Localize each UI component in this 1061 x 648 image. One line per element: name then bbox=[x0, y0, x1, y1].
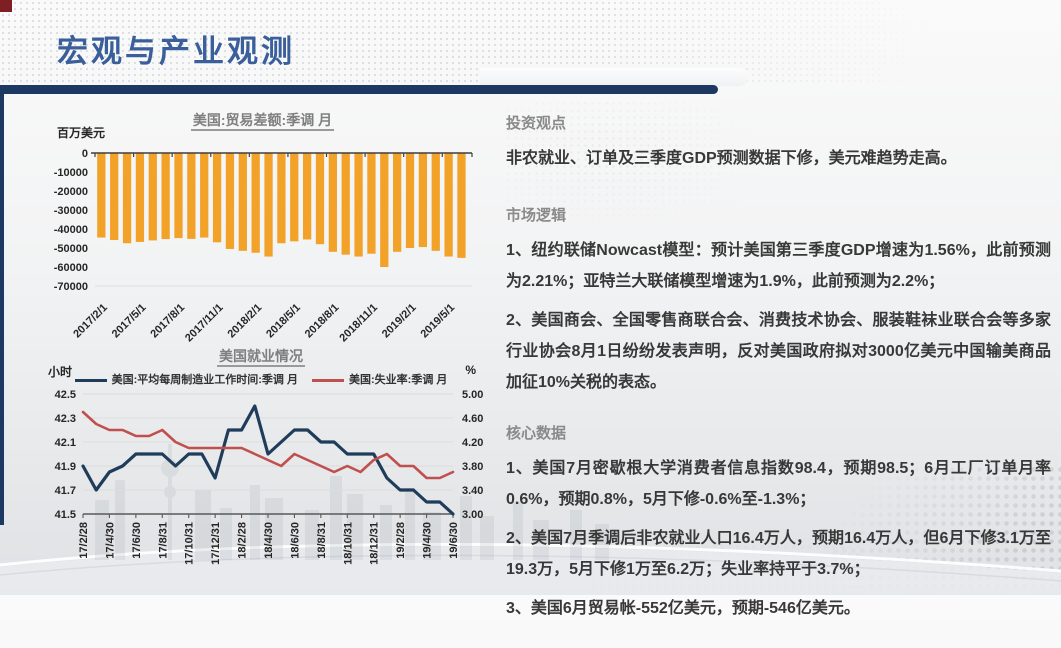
svg-text:2019/5/1: 2019/5/1 bbox=[418, 302, 457, 341]
header-divider-bar bbox=[0, 85, 718, 94]
svg-text:3.80: 3.80 bbox=[462, 461, 483, 473]
svg-text:17/12/31: 17/12/31 bbox=[210, 522, 222, 565]
employment-chart: 美国就业情况 小时 % 美国:平均每周制造业工作时间:季调 月 美国:失业率:季… bbox=[38, 346, 484, 582]
core-data-item-3: 3、美国6月贸易帐-552亿美元，预期-546亿美元。 bbox=[506, 600, 860, 617]
market-logic-item-1: 1、纽约联储Nowcast模型：预计美国第三季度GDP增速为1.56%，此前预测… bbox=[506, 242, 1051, 290]
svg-text:17/10/31: 17/10/31 bbox=[184, 522, 196, 565]
svg-text:41.5: 41.5 bbox=[55, 509, 76, 521]
svg-text:2019/2/1: 2019/2/1 bbox=[380, 302, 419, 341]
svg-text:42.5: 42.5 bbox=[55, 389, 76, 401]
market-logic-item-2: 2、美国商会、全国零售商联合会、消费技术协会、服装鞋袜业联合会等多家行业协会8月… bbox=[506, 312, 1051, 391]
svg-text:2017/2/1: 2017/2/1 bbox=[71, 302, 110, 341]
investment-view-text: 非农就业、订单及三季度GDP预测数据下修，美元难趋势走高。 bbox=[506, 150, 957, 167]
svg-text:42.1: 42.1 bbox=[55, 437, 76, 449]
svg-text:17/6/30: 17/6/30 bbox=[131, 522, 143, 559]
hours-line-swatch bbox=[74, 378, 107, 382]
svg-text:3.40: 3.40 bbox=[462, 485, 483, 497]
svg-text:2018/2/1: 2018/2/1 bbox=[226, 302, 265, 341]
core-data-item-2: 2、美国7月季调后非农就业人口16.4万人，预期16.4万人，但6月下修3.1万… bbox=[506, 530, 1051, 578]
employment-legend: 美国:平均每周制造业工作时间:季调 月 美国:失业率:季调 月 bbox=[38, 371, 484, 387]
core-data-item-1: 1、美国7月密歇根大学消费者信息指数98.4，预期98.5；6月工厂订单月率0.… bbox=[506, 460, 1051, 508]
employment-right-unit: % bbox=[465, 363, 476, 377]
svg-text:2017/8/1: 2017/8/1 bbox=[148, 302, 187, 341]
svg-text:-60000: -60000 bbox=[54, 262, 88, 274]
svg-text:2018/5/1: 2018/5/1 bbox=[264, 302, 303, 341]
svg-text:4.20: 4.20 bbox=[462, 437, 483, 449]
svg-text:19/6/30: 19/6/30 bbox=[448, 522, 460, 559]
svg-text:18/12/31: 18/12/31 bbox=[369, 522, 381, 565]
svg-text:-30000: -30000 bbox=[54, 205, 88, 217]
svg-text:2018/8/1: 2018/8/1 bbox=[303, 302, 342, 341]
trade-chart-title: 美国:贸易差额:季调 月 bbox=[45, 110, 480, 131]
svg-text:19/2/28: 19/2/28 bbox=[395, 522, 407, 559]
svg-text:-10000: -10000 bbox=[54, 167, 88, 179]
corner-accent-square bbox=[0, 0, 12, 12]
market-logic-heading: 市场逻辑 bbox=[506, 207, 567, 224]
svg-text:0: 0 bbox=[82, 148, 88, 160]
svg-text:17/8/31: 17/8/31 bbox=[157, 522, 169, 559]
svg-text:19/4/30: 19/4/30 bbox=[422, 522, 434, 559]
svg-text:-40000: -40000 bbox=[54, 224, 88, 236]
svg-text:2017/11/1: 2017/11/1 bbox=[183, 302, 226, 345]
investment-view-heading: 投资观点 bbox=[506, 115, 567, 132]
employment-chart-plot: 42.5 5.00 42.3 4.60 42.1 4.20 41.9 3.80 41.7 3.40… bbox=[55, 389, 484, 565]
svg-text:2017/5/1: 2017/5/1 bbox=[110, 302, 149, 341]
svg-text:17/4/30: 17/4/30 bbox=[104, 522, 116, 559]
section-market-logic: 市场逻辑 1、纽约联储Nowcast模型：预计美国第三季度GDP增速为1.56%… bbox=[506, 204, 1051, 398]
core-data-heading: 核心数据 bbox=[506, 425, 567, 442]
trade-chart-unit-label: 百万美元 bbox=[57, 126, 106, 140]
section-investment-view: 投资观点 非农就业、订单及三季度GDP预测数据下修，美元难趋势走高。 bbox=[506, 112, 1051, 174]
employment-chart-title: 美国就业情况 bbox=[38, 346, 484, 367]
city-skyline-watermark bbox=[95, 444, 609, 560]
bottom-swoosh-decoration bbox=[0, 542, 1061, 595]
unemployment-line-swatch bbox=[312, 378, 344, 382]
legend-unemployment: 美国:失业率:季调 月 bbox=[312, 371, 447, 387]
svg-text:17/2/28: 17/2/28 bbox=[78, 522, 90, 559]
svg-text:18/2/28: 18/2/28 bbox=[237, 522, 249, 559]
employment-left-unit: 小时 bbox=[48, 365, 73, 379]
svg-text:4.60: 4.60 bbox=[462, 413, 483, 425]
svg-text:18/4/30: 18/4/30 bbox=[263, 522, 275, 559]
svg-text:41.7: 41.7 bbox=[55, 485, 76, 497]
trade-balance-chart: 美国:贸易差额:季调 月 百万美元 0 -10000 -20000 -30000 -40… bbox=[45, 110, 480, 348]
trade-chart-plot: 0 -10000 -20000 -30000 -40000 -50000 -60000 -70… bbox=[54, 148, 473, 345]
analysis-panel: 投资观点 非农就业、订单及三季度GDP预测数据下修，美元难趋势走高。 市场逻辑 … bbox=[506, 112, 1051, 648]
svg-text:42.3: 42.3 bbox=[55, 413, 76, 425]
legend-hours: 美国:平均每周制造业工作时间:季调 月 bbox=[74, 371, 298, 387]
header-highlight-band bbox=[480, 68, 748, 86]
section-core-data: 核心数据 1、美国7月密歇根大学消费者信息指数98.4，预期98.5；6月工厂订… bbox=[506, 422, 1051, 624]
svg-text:5.00: 5.00 bbox=[462, 389, 483, 401]
svg-text:-50000: -50000 bbox=[54, 243, 88, 255]
dot-pattern bbox=[505, 100, 765, 230]
left-edge-bar bbox=[0, 85, 4, 525]
page-title: 宏观与产业观测 bbox=[57, 34, 295, 69]
svg-text:-70000: -70000 bbox=[54, 281, 88, 293]
svg-text:3.00: 3.00 bbox=[462, 509, 483, 521]
svg-text:18/6/30: 18/6/30 bbox=[289, 522, 301, 559]
svg-text:18/8/31: 18/8/31 bbox=[316, 522, 328, 559]
svg-text:2018/11/1: 2018/11/1 bbox=[337, 302, 380, 345]
svg-text:18/10/31: 18/10/31 bbox=[342, 522, 354, 565]
svg-text:-20000: -20000 bbox=[54, 186, 88, 198]
svg-text:41.9: 41.9 bbox=[55, 461, 76, 473]
